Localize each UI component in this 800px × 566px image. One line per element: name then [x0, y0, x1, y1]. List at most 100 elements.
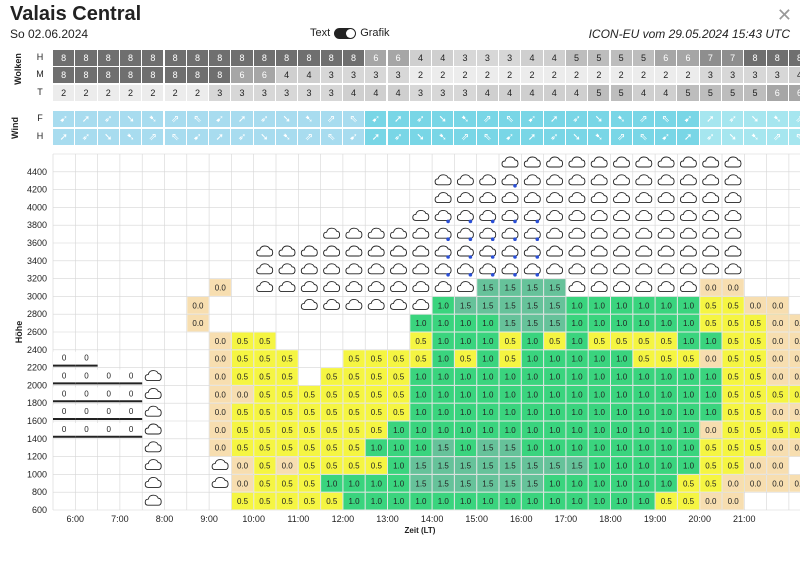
cloud-icon [144, 494, 162, 506]
lift-value: 1.0 [549, 355, 561, 364]
lift-value: 1.0 [549, 444, 561, 453]
lift-cell [677, 457, 700, 474]
lift-cell [744, 350, 767, 368]
cloud-cell: 3 [454, 50, 477, 66]
toggle-switch[interactable] [334, 27, 357, 39]
lift-cell [767, 439, 789, 457]
lift-value: 1.0 [616, 373, 628, 382]
cloud-icon [456, 174, 474, 186]
lift-cell [365, 350, 387, 368]
lift-cell [521, 457, 544, 474]
cloud-rain-icon [434, 227, 452, 239]
cloud-icon [345, 263, 363, 275]
cloud-cell: 8 [75, 50, 98, 66]
lift-cell [521, 332, 544, 350]
lift-value: 1.0 [594, 355, 606, 364]
x-tick-label: 18:00 [599, 514, 622, 524]
cloud-icon [256, 281, 274, 293]
lift-cell [499, 457, 521, 474]
inversion-cell [97, 405, 120, 419]
lift-value: 0.5 [282, 408, 294, 417]
cloud-cell: 5 [744, 85, 767, 101]
lift-value: 1.0 [371, 479, 383, 488]
lift-value: 1.0 [616, 408, 628, 417]
cloud-icon [256, 263, 274, 275]
cloud-icon [613, 245, 630, 257]
lift-cell [477, 314, 499, 332]
y-tick-label: 3200 [27, 274, 47, 284]
lift-value: 1.0 [571, 479, 583, 488]
cloud-icon [456, 192, 474, 204]
lift-value: 1.5 [505, 479, 517, 488]
cloud-icon [546, 174, 564, 186]
rain-drop-icon [513, 237, 517, 241]
cloud-icon [367, 263, 385, 275]
lift-cell [521, 439, 544, 457]
lift-value: 1.0 [549, 373, 561, 382]
lift-cell [633, 314, 655, 332]
wind-arrow-icon: ➷ [588, 129, 611, 145]
lift-cell [677, 296, 700, 314]
lift-value: 1.0 [616, 444, 628, 453]
cloud-cell: 2 [409, 67, 433, 83]
lift-value: 0.5 [282, 390, 294, 399]
cloud-icon [278, 263, 296, 275]
lift-value: 0.5 [304, 426, 316, 435]
lift-cell [321, 421, 343, 439]
cloud-icon [613, 227, 630, 239]
cloud-icon [144, 476, 162, 488]
lift-cell [254, 474, 276, 492]
lift-cell [767, 314, 789, 332]
cloud-cell: 5 [677, 85, 700, 101]
lift-cell [365, 403, 387, 421]
lift-value: 1.0 [616, 390, 628, 399]
close-icon[interactable]: ✕ [776, 5, 792, 25]
x-tick-label: 16:00 [510, 514, 533, 524]
lift-value: 1.0 [661, 426, 673, 435]
wind-arrow-icon: ⇖ [632, 129, 656, 145]
lift-value: 0.0 [215, 408, 227, 417]
rain-drop-icon [468, 237, 473, 241]
lift-cell [655, 314, 677, 332]
lift-cell [521, 385, 544, 403]
lift-cell [655, 368, 677, 385]
lift-cell [789, 332, 800, 350]
wind-arrow-icon: ⇖ [788, 129, 800, 145]
x-tick-label: 13:00 [376, 514, 399, 524]
lift-cell [477, 403, 499, 421]
lift-cell [499, 368, 521, 385]
cloud-rain-icon [434, 263, 452, 275]
cloud-cell: 8 [766, 50, 789, 66]
lift-cell [343, 492, 365, 510]
rain-drop-icon [468, 255, 473, 259]
cloud-cell: 4 [409, 50, 433, 66]
cloud-cell: 8 [119, 50, 143, 66]
cloud-cell: 8 [788, 50, 800, 66]
lift-value: 1.0 [505, 390, 517, 399]
lift-cell [477, 457, 499, 474]
lift-value: 0.0 [282, 462, 294, 471]
lift-cell [276, 439, 298, 457]
lift-cell [499, 314, 521, 332]
clouds-group-label: Wolken [12, 53, 23, 85]
lift-value: 1.0 [527, 444, 539, 453]
cloud-cell: 8 [186, 50, 210, 66]
lift-value: 1.0 [482, 497, 494, 506]
lift-value: 1.5 [482, 462, 494, 471]
lift-value: 1.0 [571, 444, 583, 453]
cloud-rain-icon [523, 263, 541, 275]
lift-cell [588, 368, 610, 385]
lift-cell [276, 421, 298, 439]
lift-value: 0.5 [728, 301, 740, 310]
cloud-rain-icon [479, 227, 497, 239]
lift-cell [477, 385, 499, 403]
cloud-icon [613, 209, 630, 221]
cloud-cell: 2 [565, 67, 589, 83]
lift-value: 0.0 [772, 408, 784, 417]
cloud-icon [278, 245, 296, 257]
wind-arrow-icon: ➷ [119, 129, 143, 145]
cloud-cell: 6 [387, 50, 410, 66]
lift-cell [388, 421, 410, 439]
view-toggle[interactable]: Text Grafik [310, 27, 390, 39]
cloud-rain-icon [434, 209, 452, 221]
